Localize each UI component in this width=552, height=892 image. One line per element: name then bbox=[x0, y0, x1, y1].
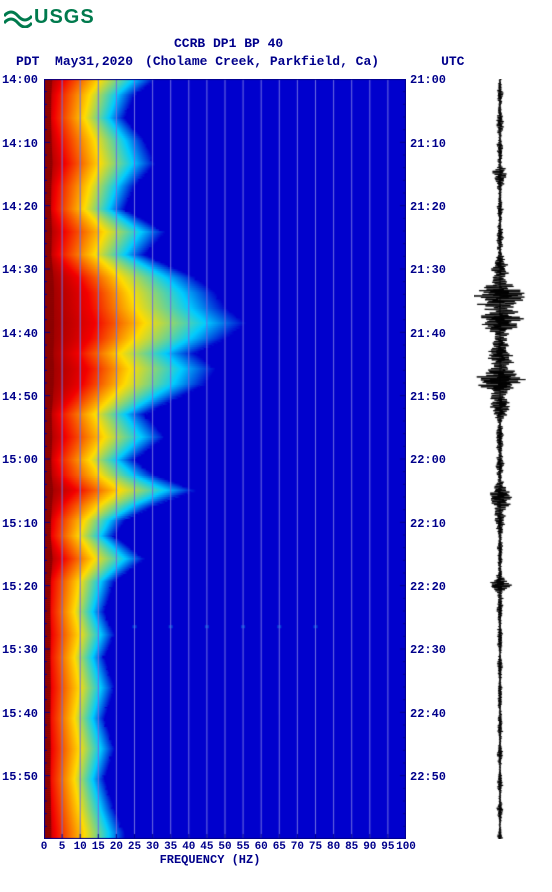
y-right-tick: 22:30 bbox=[410, 643, 446, 657]
x-tick: 10 bbox=[74, 841, 87, 853]
location: (Cholame Creek, Parkfield, Ca) bbox=[133, 54, 379, 69]
y-left-tick: 15:00 bbox=[2, 453, 38, 467]
tz-left: PDT bbox=[16, 54, 39, 69]
x-tick: 30 bbox=[146, 841, 159, 853]
x-tick: 75 bbox=[309, 841, 322, 853]
x-tick: 65 bbox=[273, 841, 286, 853]
logo-text: USGS bbox=[34, 6, 95, 29]
x-tick: 55 bbox=[236, 841, 249, 853]
x-tick: 35 bbox=[164, 841, 177, 853]
y-right-tick: 21:30 bbox=[410, 263, 446, 277]
wave-icon bbox=[4, 8, 32, 28]
x-tick: 95 bbox=[381, 841, 394, 853]
date: May31,2020 bbox=[55, 54, 133, 69]
seismogram-canvas bbox=[474, 79, 526, 839]
y-left-tick: 14:40 bbox=[2, 327, 38, 341]
x-axis-label: FREQUENCY (HZ) bbox=[14, 853, 406, 867]
spectrogram-canvas bbox=[44, 79, 406, 839]
y-right-tick: 21:10 bbox=[410, 137, 446, 151]
y-right-tick: 22:20 bbox=[410, 580, 446, 594]
x-tick: 5 bbox=[59, 841, 66, 853]
x-tick: 60 bbox=[255, 841, 268, 853]
y-left-tick: 14:50 bbox=[2, 390, 38, 404]
x-tick: 15 bbox=[92, 841, 105, 853]
y-left-tick: 15:40 bbox=[2, 707, 38, 721]
y-left-tick: 15:10 bbox=[2, 517, 38, 531]
x-tick: 25 bbox=[128, 841, 141, 853]
y-right-tick: 22:40 bbox=[410, 707, 446, 721]
x-tick: 90 bbox=[363, 841, 376, 853]
x-tick: 85 bbox=[345, 841, 358, 853]
x-tick: 70 bbox=[291, 841, 304, 853]
y-left-tick: 14:10 bbox=[2, 137, 38, 151]
y-left-tick: 14:20 bbox=[2, 200, 38, 214]
y-right-tick: 22:10 bbox=[410, 517, 446, 531]
x-tick: 45 bbox=[200, 841, 213, 853]
y-right-tick: 22:50 bbox=[410, 770, 446, 784]
x-tick: 40 bbox=[182, 841, 195, 853]
y-left-tick: 15:30 bbox=[2, 643, 38, 657]
tz-right: UTC bbox=[379, 54, 464, 69]
x-tick: 20 bbox=[110, 841, 123, 853]
x-tick: 50 bbox=[218, 841, 231, 853]
plot-area: 14:0014:1014:2014:3014:4014:5015:0015:10… bbox=[14, 79, 552, 867]
chart-title: CCRB DP1 BP 40 bbox=[0, 35, 552, 53]
x-tick: 0 bbox=[41, 841, 48, 853]
y-left-tick: 15:20 bbox=[2, 580, 38, 594]
y-left-tick: 14:30 bbox=[2, 263, 38, 277]
y-left-tick: 14:00 bbox=[2, 73, 38, 87]
y-right-tick: 21:20 bbox=[410, 200, 446, 214]
x-tick: 100 bbox=[396, 841, 416, 853]
usgs-logo: USGS bbox=[0, 0, 552, 33]
y-right-tick: 21:40 bbox=[410, 327, 446, 341]
x-tick: 80 bbox=[327, 841, 340, 853]
y-right-tick: 21:00 bbox=[410, 73, 446, 87]
y-right-tick: 22:00 bbox=[410, 453, 446, 467]
y-left-tick: 15:50 bbox=[2, 770, 38, 784]
y-right-tick: 21:50 bbox=[410, 390, 446, 404]
chart-header: CCRB DP1 BP 40 PDT May31,2020(Cholame Cr… bbox=[0, 33, 552, 75]
